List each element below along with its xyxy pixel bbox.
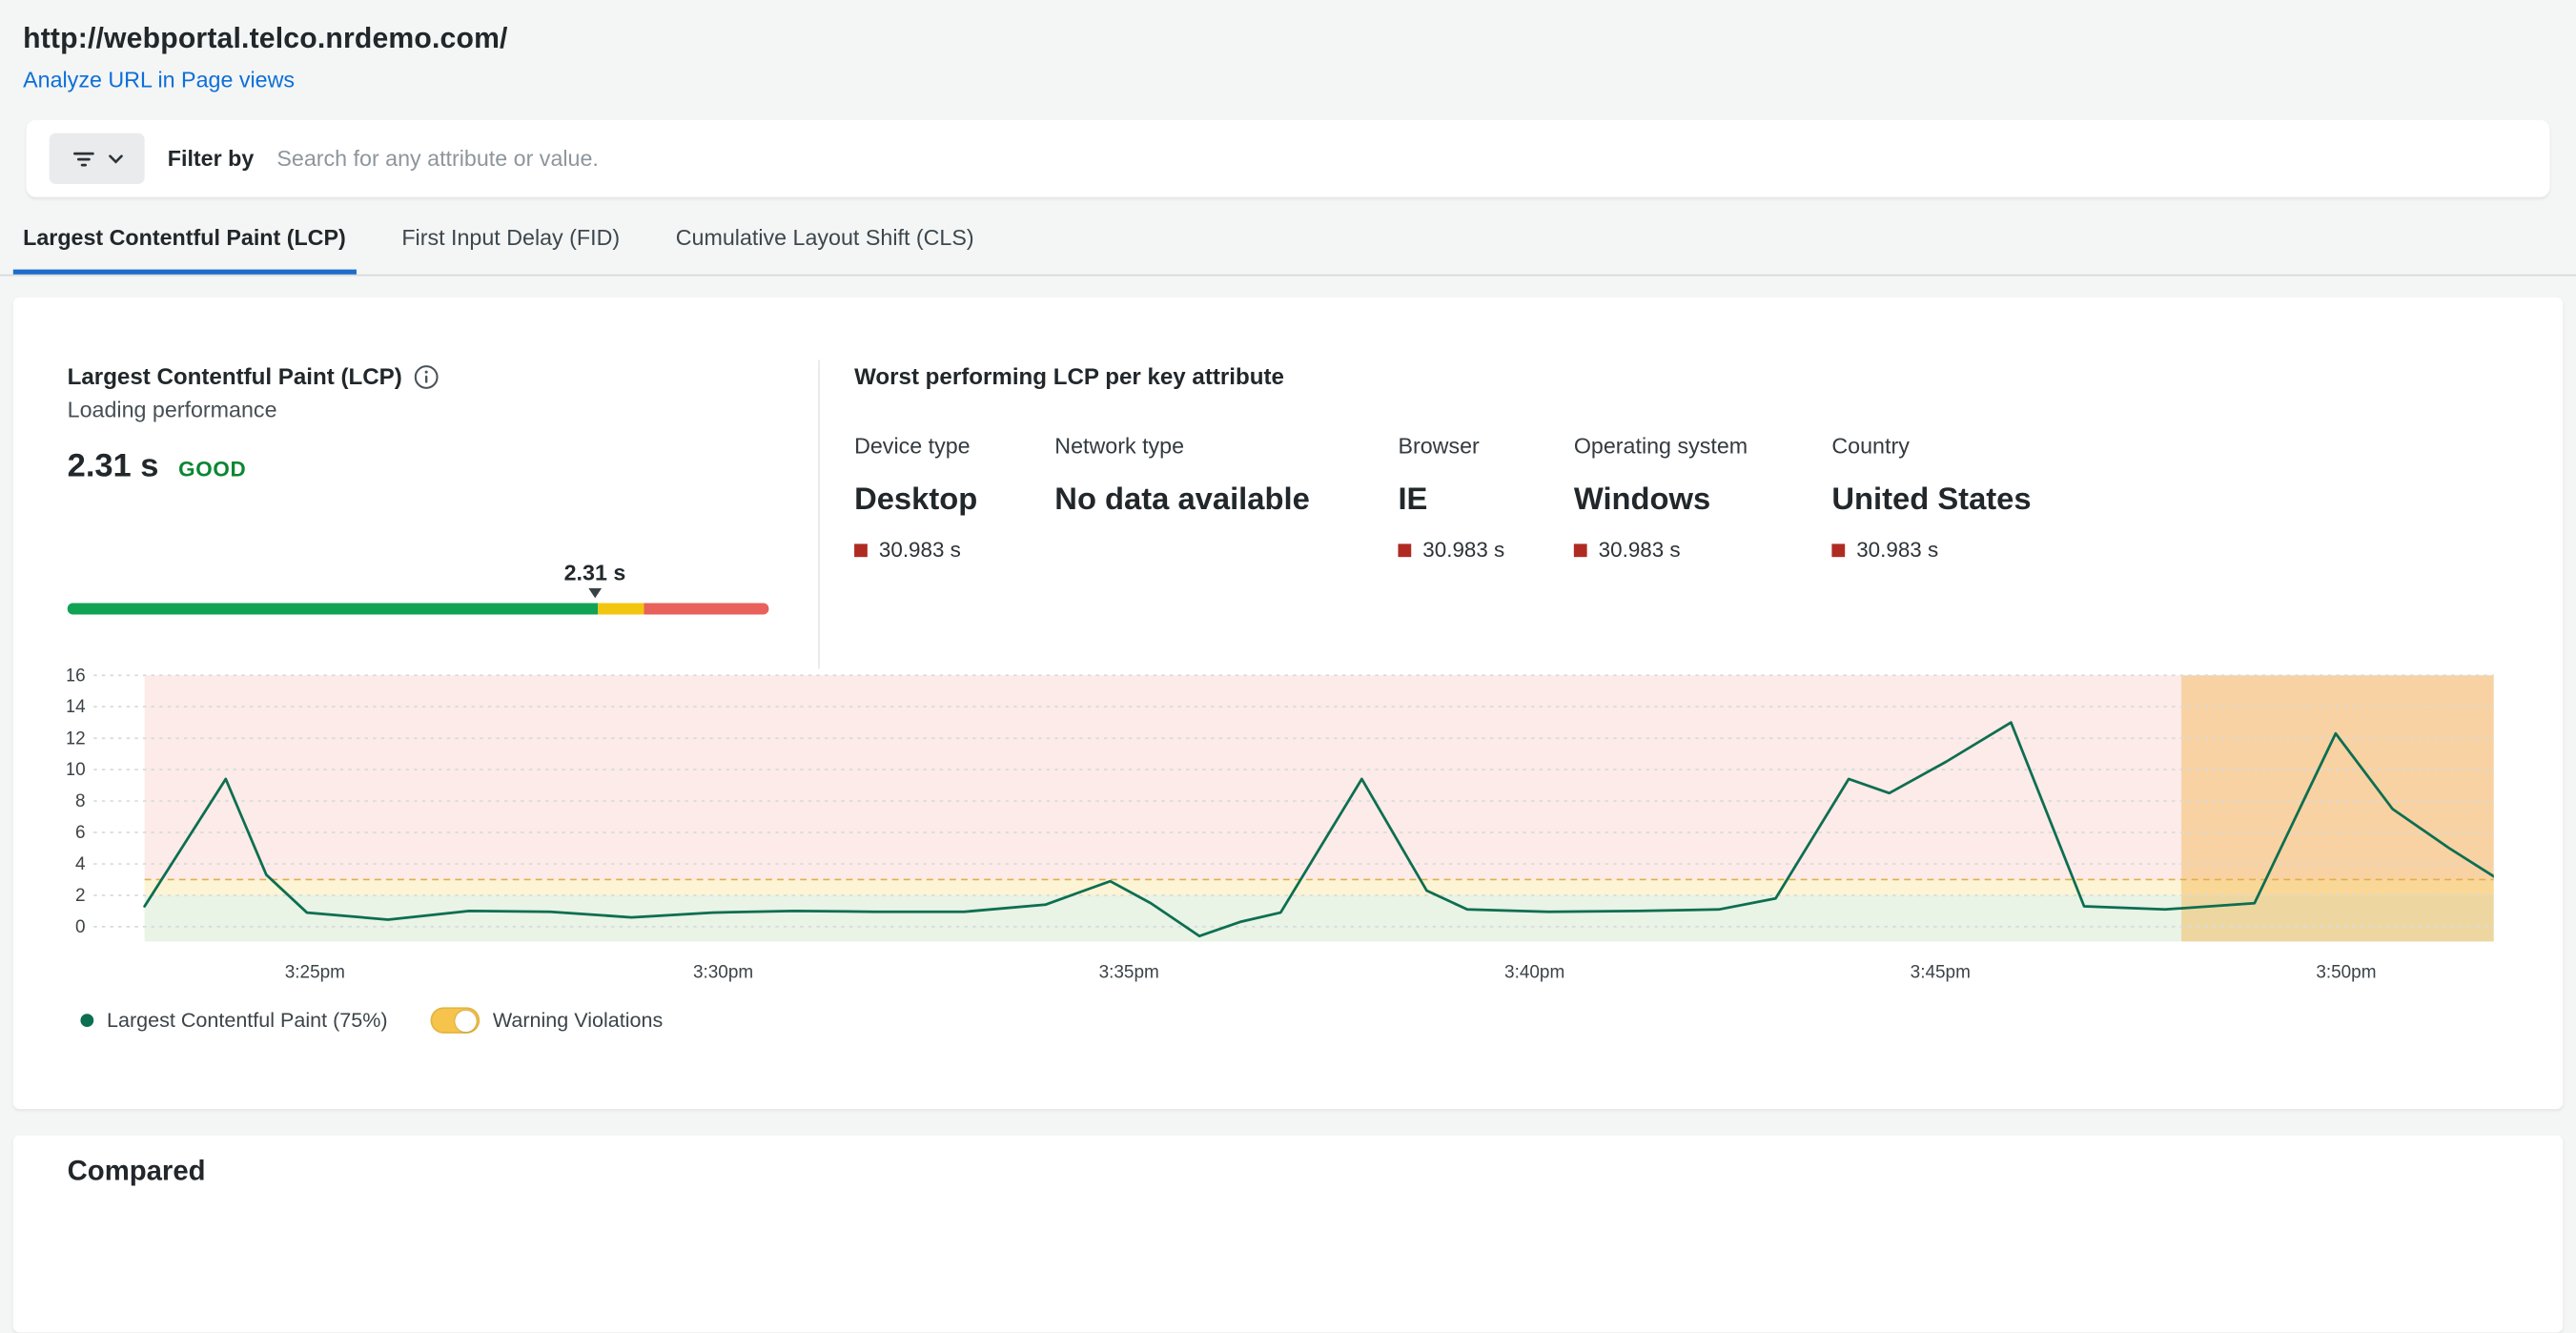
lcp-summary: Largest Contentful Paint (LCP) Loading p… [67,362,783,615]
attr-label: Network type [1054,433,1185,459]
tab-fid[interactable]: First Input Delay (FID) [401,225,621,250]
chevron-down-icon [109,154,124,163]
attr-label: Operating system [1573,433,1748,459]
svg-text:10: 10 [68,760,86,780]
attr-metric: 30.983 s [854,537,1029,562]
attr-metric-value: 30.983 s [878,537,961,563]
gauge-segment-warn [597,603,644,615]
attr-label: Device type [854,433,971,459]
svg-text:8: 8 [75,791,86,811]
metric-square-icon [1573,543,1587,557]
compared-section: Compared [12,1135,2564,1333]
attr-metric: 30.983 s [1831,537,2470,562]
svg-text:3:40pm: 3:40pm [1504,962,1564,982]
page-header: http://webportal.telco.nrdemo.com/ Analy… [0,0,2576,120]
compared-title: Compared [67,1155,206,1187]
attr-metric-value: 30.983 s [1422,537,1505,563]
worst-performing-title: Worst performing LCP per key attribute [854,362,1284,390]
attr-col-operating-system: Operating system Windows 30.983 s [1573,433,1832,563]
gauge-segment-poor [644,603,769,615]
attr-value: No data available [1054,482,1310,518]
chart-legend: Largest Contentful Paint (75%) Warning V… [80,1007,663,1034]
legend-item-warning-violations: Warning Violations [430,1007,663,1034]
worst-performing-block: Worst performing LCP per key attribute D… [854,362,2497,562]
tab-bar: Largest Contentful Paint (LCP) First Inp… [0,225,2576,277]
svg-text:14: 14 [68,697,86,717]
attr-col-network-type: Network type No data available [1054,434,1398,562]
svg-text:12: 12 [68,728,86,749]
legend-series-label: Largest Contentful Paint (75%) [107,1009,388,1033]
attr-value: Desktop [854,482,978,518]
attr-value: United States [1831,482,2032,518]
page-title: http://webportal.telco.nrdemo.com/ [23,21,508,54]
filter-by-label: Filter by [167,146,255,172]
svg-text:3:35pm: 3:35pm [1099,962,1159,982]
svg-text:4: 4 [75,854,86,874]
attr-metric: 30.983 s [1398,537,1547,562]
lcp-gauge: 2.31 s [67,549,769,615]
gauge-marker-label: 2.31 s [563,560,626,585]
attr-col-country: Country United States 30.983 s [1831,434,2497,562]
svg-text:3:25pm: 3:25pm [285,962,345,982]
filter-funnel-icon [71,146,97,173]
gauge-segment-good [67,603,598,615]
tab-lcp[interactable]: Largest Contentful Paint (LCP) [12,225,357,275]
svg-text:2: 2 [75,886,86,906]
attr-metric-value: 30.983 s [1856,537,1939,563]
lcp-value: 2.31 s [67,448,159,485]
attr-col-browser: Browser IE 30.983 s [1398,434,1573,562]
warning-violations-toggle[interactable] [430,1007,480,1034]
lcp-subtitle: Loading performance [67,398,277,422]
analyze-url-link[interactable]: Analyze URL in Page views [23,67,296,92]
svg-text:3:30pm: 3:30pm [693,962,753,982]
tab-cls[interactable]: Cumulative Layout Shift (CLS) [675,225,974,250]
svg-text:3:45pm: 3:45pm [1911,962,1971,982]
attr-metric: 30.983 s [1573,537,1806,563]
vertical-divider [818,359,820,669]
lcp-status-badge: GOOD [178,457,247,482]
attr-metric-value: 30.983 s [1598,537,1681,563]
svg-text:6: 6 [75,823,86,843]
svg-text:16: 16 [68,666,86,686]
gauge-marker: 2.31 s [563,560,626,599]
lcp-trend-chart-svg: 0 2 4 6 8 10 12 14 16 3:25pm 3:30pm 3:35pm 3:40pm 3:4… [68,666,2494,982]
filter-bar: Filter by [26,119,2550,197]
metric-square-icon [1398,543,1412,557]
attribute-row: Device type Desktop 30.983 s Network typ… [854,434,2497,562]
metric-square-icon [854,543,868,557]
legend-item-lcp[interactable]: Largest Contentful Paint (75%) [80,1009,388,1033]
lcp-card: Largest Contentful Paint (LCP) Loading p… [12,297,2564,1110]
metric-square-icon [1831,543,1846,557]
svg-text:3:50pm: 3:50pm [2316,962,2376,982]
attr-col-device-type: Device type Desktop 30.983 s [854,434,1054,562]
lcp-trend-chart[interactable]: 0 2 4 6 8 10 12 14 16 3:25pm 3:30pm 3:35pm 3:40pm 3:4… [68,666,2494,995]
attr-value: Windows [1573,482,1711,518]
gauge-bar [67,603,769,615]
attr-value: IE [1398,482,1428,518]
svg-text:0: 0 [75,917,86,937]
attr-label: Browser [1398,433,1480,459]
filter-search-input[interactable] [273,144,2527,173]
lcp-summary-title: Largest Contentful Paint (LCP) [67,362,402,390]
filter-menu-button[interactable] [49,133,145,184]
warning-toggle-label: Warning Violations [492,1009,664,1033]
attr-label: Country [1831,433,1910,459]
gauge-marker-arrow-icon [588,587,602,599]
legend-series-dot-icon [80,1014,94,1028]
toggle-knob [456,1009,478,1032]
info-icon[interactable] [414,364,439,389]
